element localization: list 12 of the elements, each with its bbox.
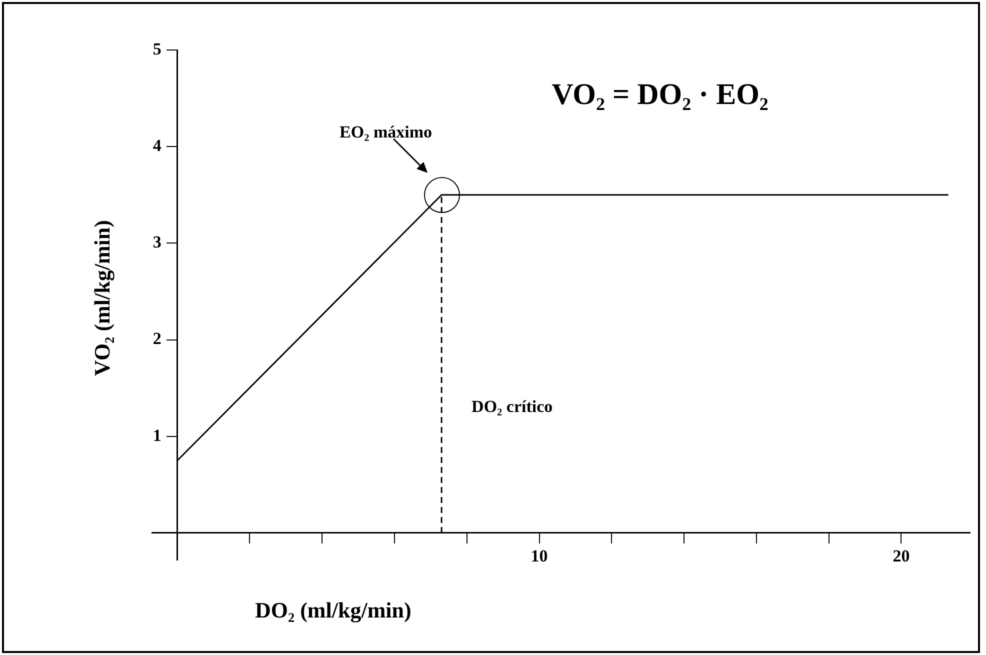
y-tick-label: 4 bbox=[152, 136, 162, 155]
x-tick-label: 20 bbox=[892, 546, 910, 566]
y-tick-label: 1 bbox=[152, 426, 162, 445]
y-tick-label: 5 bbox=[152, 39, 162, 58]
x-tick-label: 10 bbox=[530, 546, 548, 566]
annotation: EO₂ máximo bbox=[340, 122, 432, 142]
y-tick-label: 3 bbox=[152, 232, 162, 252]
annotation: DO₂ crítico bbox=[472, 396, 553, 416]
x-axis-title: DO₂ (ml/kg/min) bbox=[255, 598, 412, 623]
y-axis-title: VO₂ (ml/kg/min) bbox=[90, 220, 115, 376]
text: VO₂ = DO₂ · EO₂ bbox=[552, 78, 768, 111]
y-tick-label: 2 bbox=[152, 329, 162, 348]
